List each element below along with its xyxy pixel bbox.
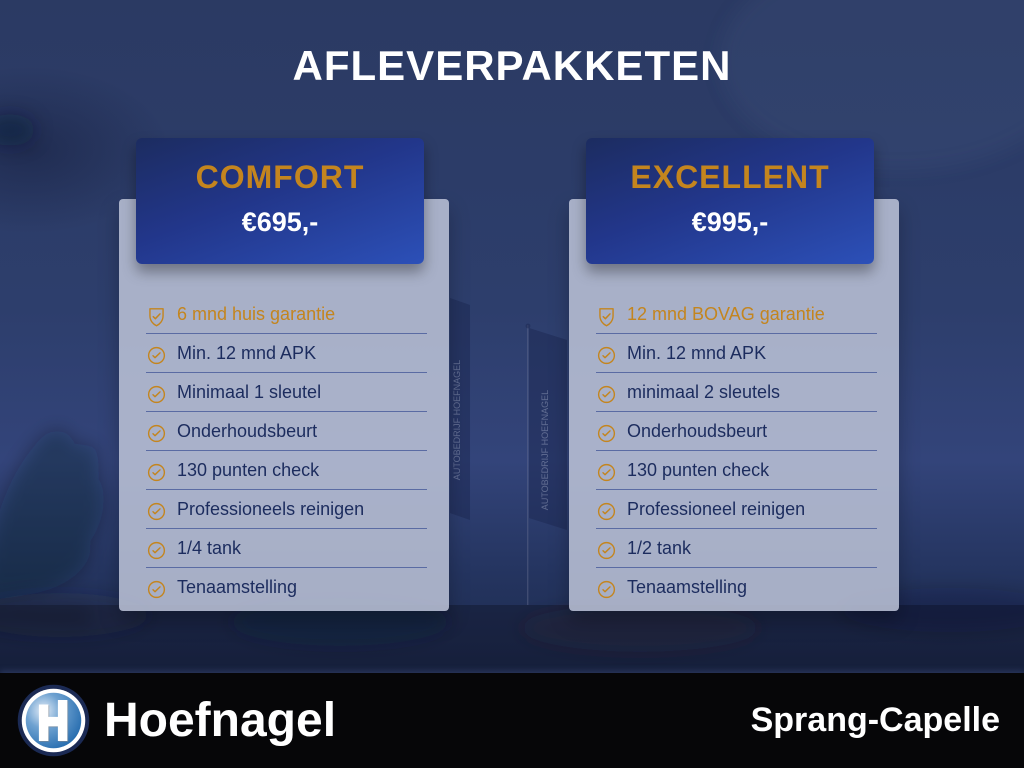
svg-text:AUTOBEDRIJF HOEFNAGEL: AUTOBEDRIJF HOEFNAGEL bbox=[540, 390, 550, 510]
svg-text:AUTOBEDRIJF HOEFNAGEL: AUTOBEDRIJF HOEFNAGEL bbox=[452, 360, 462, 480]
